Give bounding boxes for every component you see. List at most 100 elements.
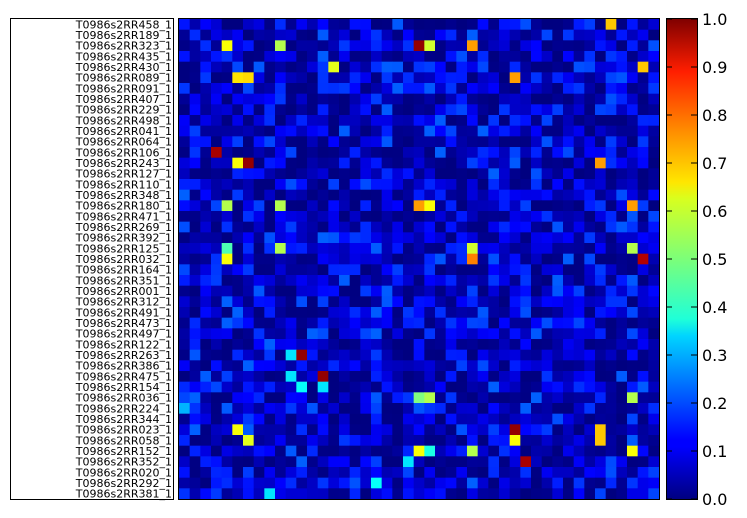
heatmap-cell	[349, 93, 361, 105]
heatmap-cell	[595, 147, 607, 159]
heatmap-cell	[595, 179, 607, 191]
heatmap-cell	[285, 136, 297, 148]
heatmap-cell	[424, 413, 436, 425]
heatmap-cell	[339, 403, 351, 415]
heatmap-cell	[285, 349, 297, 361]
heatmap-cell	[200, 275, 212, 287]
heatmap-cell	[595, 19, 607, 31]
colorbar-tick-label: 0.6	[702, 202, 727, 221]
row-label: T0986s2RR243_1	[75, 157, 172, 170]
heatmap-cell	[392, 232, 404, 244]
heatmap-cell	[552, 381, 564, 393]
heatmap-cell	[189, 211, 201, 223]
heatmap-cell	[413, 360, 425, 372]
heatmap-cell	[477, 243, 489, 255]
heatmap-cell	[467, 296, 479, 308]
heatmap-cell	[488, 360, 500, 372]
heatmap-cell	[211, 83, 223, 95]
heatmap-cell	[360, 136, 372, 148]
heatmap-cell	[339, 72, 351, 84]
row-label: T0986s2RR312_1	[75, 296, 172, 309]
heatmap-cell	[189, 477, 201, 489]
heatmap-cell	[467, 467, 479, 479]
heatmap-cell	[221, 83, 233, 95]
heatmap-cell	[595, 29, 607, 41]
heatmap-cell	[371, 467, 383, 479]
heatmap-cell	[264, 275, 276, 287]
heatmap-cell	[317, 29, 329, 41]
heatmap-cell	[424, 339, 436, 351]
heatmap-cell	[435, 285, 447, 297]
heatmap-cell	[413, 264, 425, 276]
heatmap-cell	[189, 392, 201, 404]
heatmap-cell	[179, 168, 191, 180]
heatmap-cell	[211, 104, 223, 116]
heatmap-cell	[488, 136, 500, 148]
heatmap-cell	[413, 339, 425, 351]
heatmap-cell	[200, 403, 212, 415]
heatmap-cell	[360, 93, 372, 105]
heatmap-cell	[563, 232, 575, 244]
heatmap-cell	[307, 136, 319, 148]
heatmap-cell	[253, 317, 265, 329]
heatmap-cell	[403, 477, 415, 489]
heatmap-cell	[627, 349, 639, 361]
heatmap-cell	[392, 147, 404, 159]
heatmap-cell	[285, 189, 297, 201]
heatmap-cell	[413, 211, 425, 223]
heatmap-cell	[499, 360, 511, 372]
heatmap-cell	[637, 51, 649, 63]
heatmap-cell	[573, 243, 585, 255]
heatmap-cell	[573, 40, 585, 52]
heatmap-cell	[467, 189, 479, 201]
heatmap-cell	[520, 243, 532, 255]
heatmap-cell	[595, 221, 607, 233]
heatmap-cell	[637, 488, 649, 500]
heatmap-cell	[637, 19, 649, 31]
heatmap-cell	[499, 296, 511, 308]
heatmap-cell	[509, 477, 521, 489]
heatmap-cell	[456, 413, 468, 425]
heatmap-cell	[307, 360, 319, 372]
heatmap-cell	[488, 253, 500, 265]
heatmap-cell	[637, 243, 649, 255]
heatmap-cell	[488, 424, 500, 436]
heatmap-cell	[477, 307, 489, 319]
heatmap-cell	[648, 125, 660, 137]
heatmap-cell	[488, 349, 500, 361]
heatmap-cell	[445, 125, 457, 137]
heatmap-cell	[445, 392, 457, 404]
heatmap-cell	[307, 467, 319, 479]
heatmap-cell	[456, 243, 468, 255]
heatmap-cell	[307, 147, 319, 159]
heatmap-cell	[595, 211, 607, 223]
heatmap-cell	[605, 296, 617, 308]
heatmap-cell	[424, 189, 436, 201]
heatmap-cell	[445, 349, 457, 361]
heatmap-cell	[509, 456, 521, 468]
heatmap-cell	[189, 296, 201, 308]
heatmap-cell	[264, 51, 276, 63]
heatmap-cell	[435, 392, 447, 404]
heatmap-cell	[552, 147, 564, 159]
heatmap-cell	[573, 403, 585, 415]
heatmap-cell	[509, 296, 521, 308]
heatmap-cell	[179, 147, 191, 159]
heatmap-cell	[275, 200, 287, 212]
heatmap-cell	[488, 264, 500, 276]
heatmap-cell	[520, 349, 532, 361]
heatmap-cell	[552, 115, 564, 127]
heatmap-cell	[317, 403, 329, 415]
heatmap-cell	[264, 307, 276, 319]
heatmap-cell	[200, 424, 212, 436]
heatmap-cell	[296, 488, 308, 500]
heatmap-cell	[595, 285, 607, 297]
heatmap-cell	[467, 403, 479, 415]
heatmap-cell	[317, 328, 329, 340]
heatmap-cell	[221, 200, 233, 212]
heatmap-cell	[509, 435, 521, 447]
heatmap-cell	[573, 253, 585, 265]
heatmap-cell	[371, 296, 383, 308]
heatmap-cell	[456, 115, 468, 127]
heatmap-cell	[488, 328, 500, 340]
